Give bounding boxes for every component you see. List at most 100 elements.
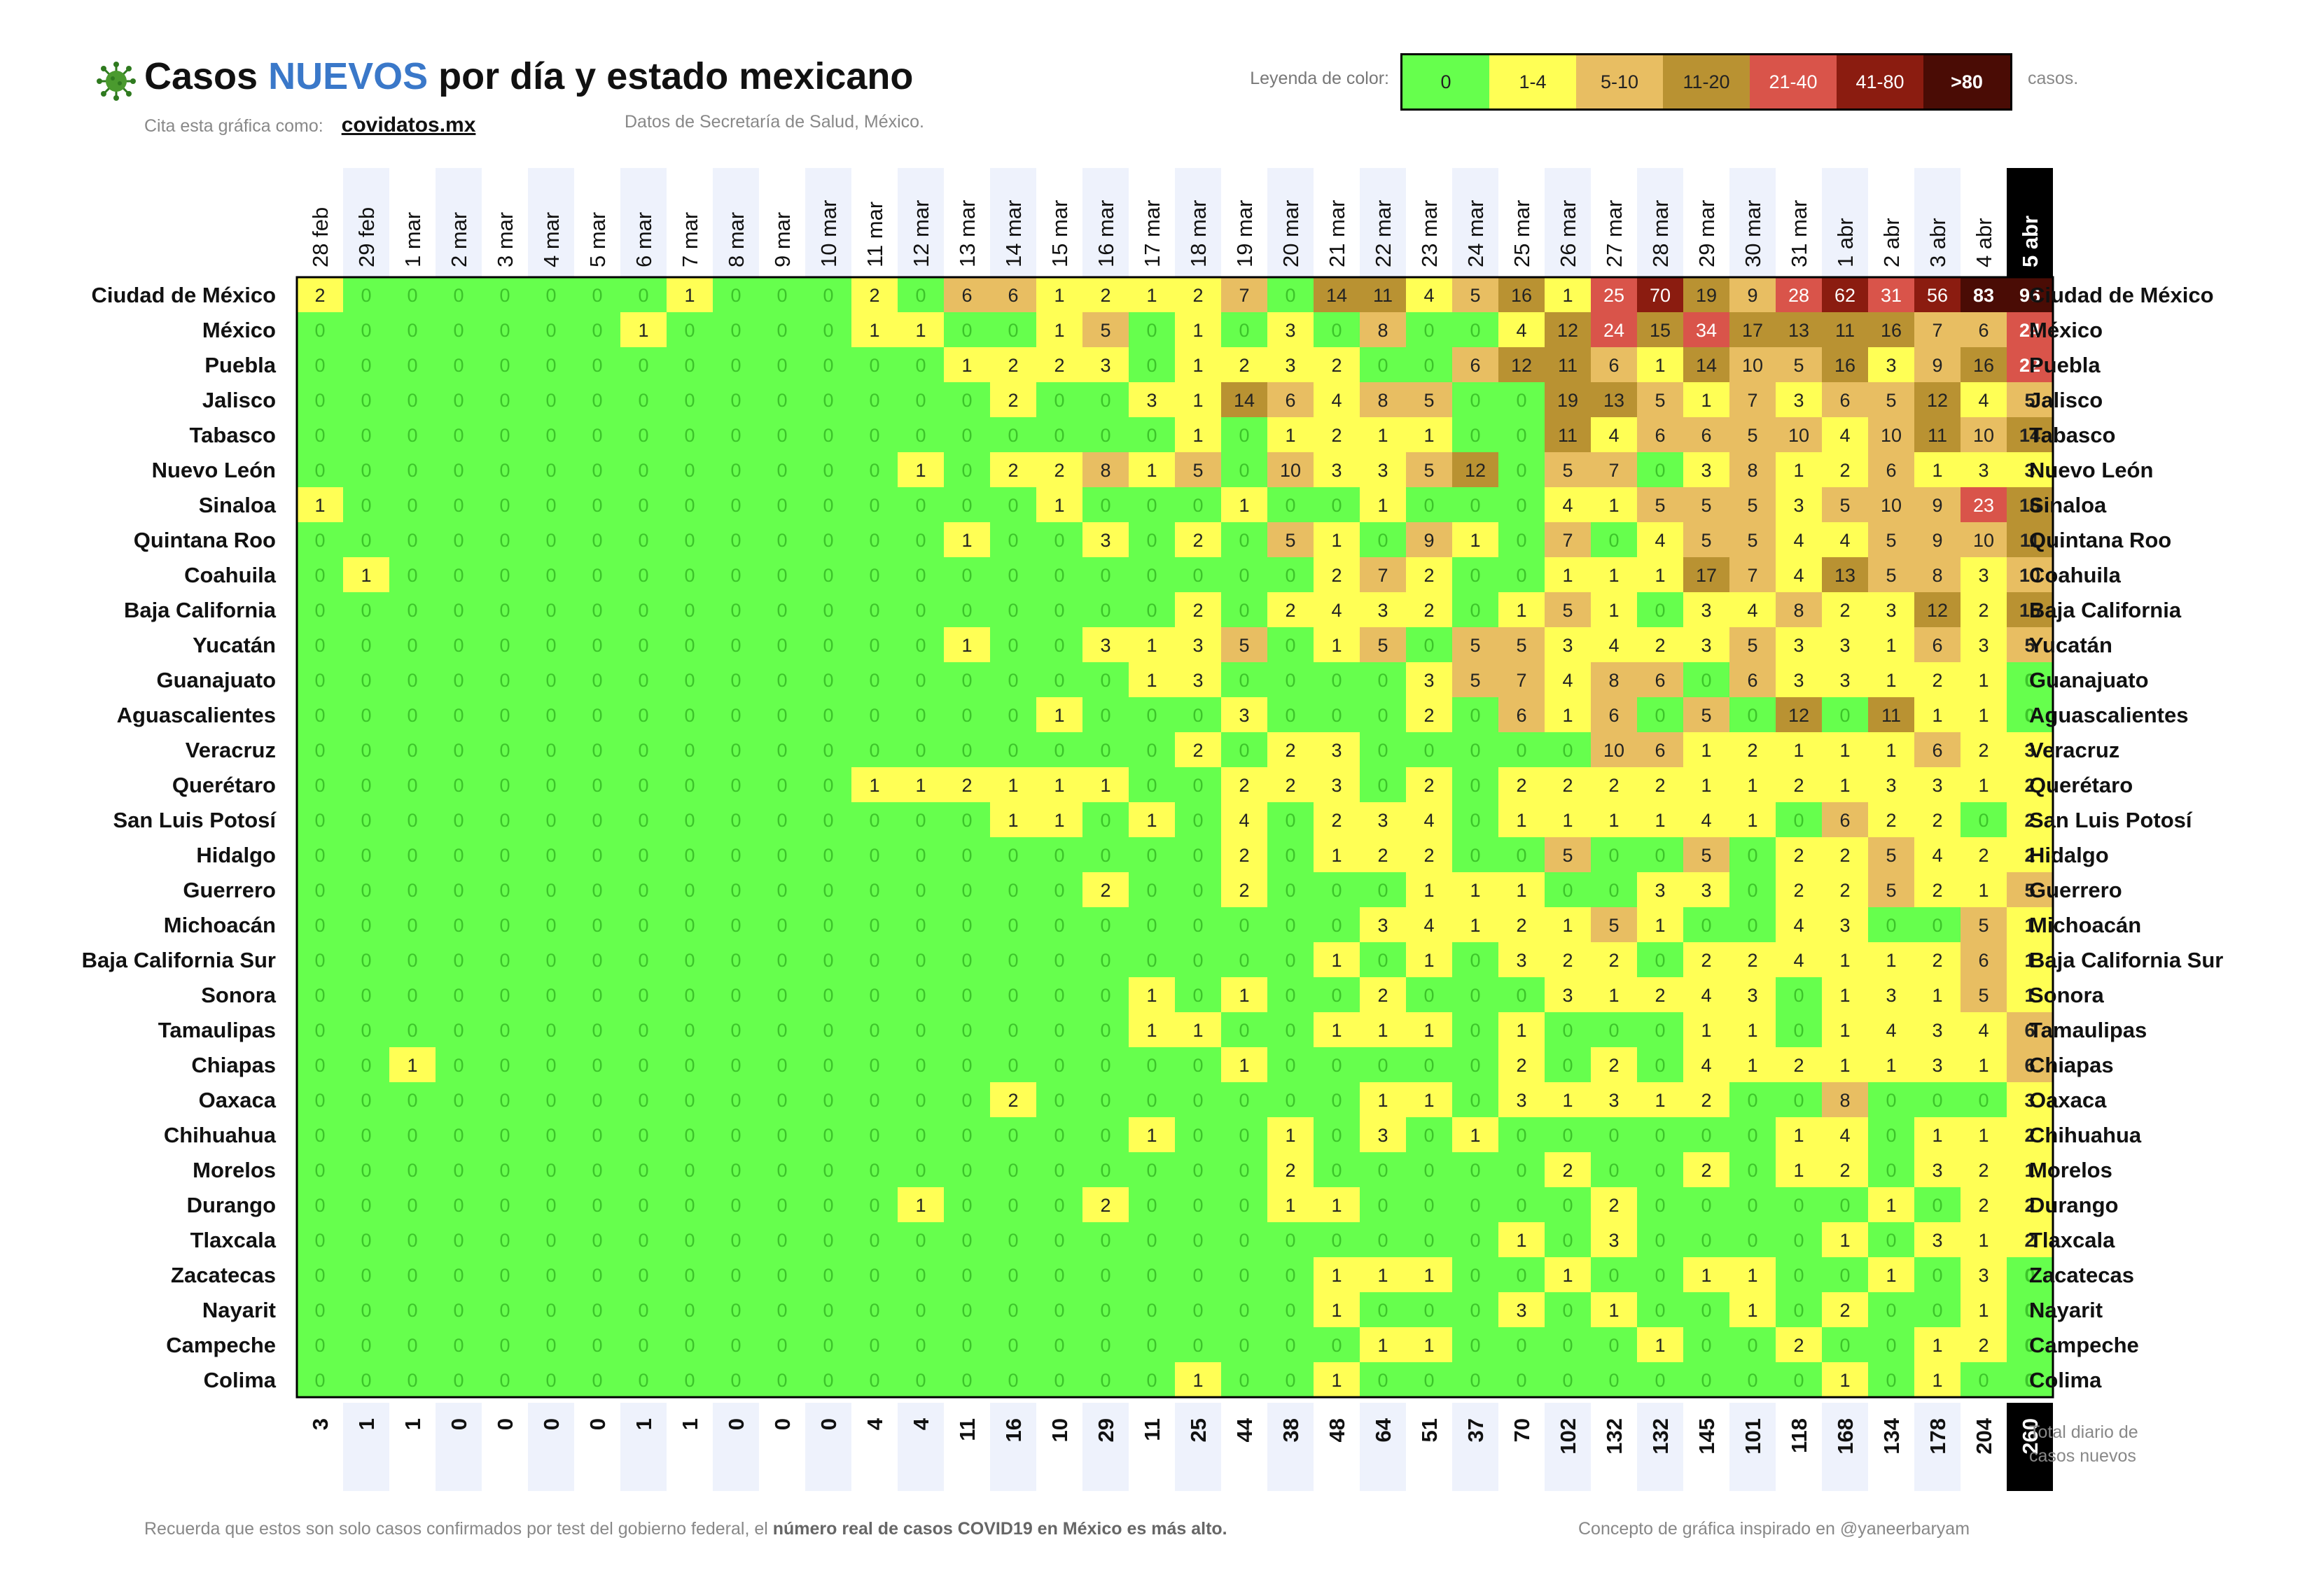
heatmap-cell <box>528 697 574 732</box>
heatmap-cell <box>620 452 667 487</box>
cell-value: 0 <box>453 1020 464 1041</box>
cell-value: 0 <box>684 355 695 376</box>
cell-value: 12 <box>1927 390 1948 411</box>
cell-value: 0 <box>823 495 833 516</box>
cell-value: 0 <box>1470 705 1480 726</box>
cell-value: 0 <box>1192 950 1203 971</box>
daily-total: 0 <box>770 1418 795 1430</box>
heatmap-cell <box>1914 382 1961 417</box>
cell-value: 2 <box>1978 740 1989 761</box>
cell-value: 0 <box>1423 1160 1434 1181</box>
cell-value: 0 <box>777 600 787 621</box>
heatmap-cell <box>1267 487 1314 522</box>
cell-value: 0 <box>1146 495 1157 516</box>
heatmap-cell <box>1776 312 1822 347</box>
heatmap-cell <box>713 697 759 732</box>
cell-value: 1 <box>1839 950 1850 971</box>
cell-value: 0 <box>1377 705 1388 726</box>
cell-value: 1 <box>1192 425 1203 446</box>
cell-value: 4 <box>1608 635 1619 656</box>
cell-value: 0 <box>915 915 926 936</box>
date-label: 20 mar <box>1279 200 1303 267</box>
cell-value: 1 <box>1146 285 1157 306</box>
heatmap-cell <box>389 382 436 417</box>
cell-value: 0 <box>777 390 787 411</box>
cell-value: 0 <box>407 1335 417 1356</box>
cell-value: 1 <box>1100 775 1110 796</box>
cell-value: 0 <box>684 565 695 586</box>
cell-value: 3 <box>1793 495 1804 516</box>
heatmap-cell <box>1914 697 1961 732</box>
cell-value: 0 <box>869 565 879 586</box>
heatmap-cell <box>574 557 620 592</box>
cell-value: 0 <box>1285 1230 1295 1251</box>
date-label: 3 abr <box>1926 218 1950 267</box>
cell-value: 1 <box>869 775 879 796</box>
heatmap-cell <box>1683 697 1729 732</box>
heatmap-cell <box>1683 557 1729 592</box>
cell-value: 0 <box>1377 950 1388 971</box>
cell-value: 0 <box>1285 635 1295 656</box>
heatmap-cell <box>389 452 436 487</box>
total-column-stripe <box>1914 1403 1961 1491</box>
heatmap-cell <box>1729 312 1776 347</box>
cell-value: 1 <box>1562 810 1573 831</box>
heatmap-cell <box>1221 487 1267 522</box>
date-column-stripe <box>1452 168 1498 277</box>
cell-value: 5 <box>1239 635 1249 656</box>
state-label-right: Morelos <box>2029 1158 2112 1182</box>
cell-value: 7 <box>1239 285 1249 306</box>
cell-value: 0 <box>314 1195 325 1216</box>
cell-value: 0 <box>1146 845 1157 866</box>
cell-value: 1 <box>1701 740 1711 761</box>
cite-link[interactable]: covidatos.mx <box>341 113 476 136</box>
state-label-right: Colima <box>2029 1368 2102 1392</box>
heatmap-cell <box>851 522 898 557</box>
cell-value: 10 <box>1881 495 1902 516</box>
heatmap-cell <box>944 347 990 382</box>
cell-value: 1 <box>961 355 972 376</box>
cell-value: 2 <box>1655 635 1665 656</box>
date-label: 24 mar <box>1463 200 1488 267</box>
cell-value: 0 <box>1608 1125 1619 1146</box>
cell-value: 0 <box>823 880 833 901</box>
cell-value: 0 <box>592 670 602 691</box>
cell-value: 0 <box>684 705 695 726</box>
cell-value: 1 <box>1331 845 1342 866</box>
cell-value: 1 <box>1516 1230 1526 1251</box>
heatmap-cell <box>898 557 944 592</box>
cell-value: 0 <box>1239 320 1249 341</box>
cell-value: 0 <box>961 1265 972 1286</box>
date-label: 19 mar <box>1232 200 1257 267</box>
heatmap-cell <box>1591 417 1637 452</box>
heatmap-cell <box>1082 522 1129 557</box>
heatmap-cell <box>343 312 389 347</box>
cell-value: 0 <box>684 1335 695 1356</box>
cell-value: 0 <box>545 635 556 656</box>
cell-value: 0 <box>499 600 510 621</box>
heatmap-cell <box>343 452 389 487</box>
cell-value: 0 <box>1285 1020 1295 1041</box>
cell-value: 4 <box>1978 1020 1989 1041</box>
heatmap-cell <box>1452 627 1498 662</box>
heatmap-cell <box>1591 312 1637 347</box>
cell-value: 0 <box>499 1300 510 1321</box>
cell-value: 0 <box>361 460 371 481</box>
heatmap-cell <box>851 312 898 347</box>
cell-value: 5 <box>1839 495 1850 516</box>
heatmap-cell <box>1822 277 1868 312</box>
heatmap-cell <box>1221 697 1267 732</box>
cell-value: 0 <box>869 740 879 761</box>
cell-value: 0 <box>453 1300 464 1321</box>
cell-value: 1 <box>1423 1020 1434 1041</box>
cell-value: 0 <box>592 320 602 341</box>
state-label-left: Chiapas <box>191 1053 276 1077</box>
heatmap-cell <box>1729 487 1776 522</box>
heatmap-cell <box>1683 487 1729 522</box>
cell-value: 0 <box>1701 1195 1711 1216</box>
cell-value: 0 <box>453 600 464 621</box>
cell-value: 2 <box>1054 355 1064 376</box>
heatmap-cell <box>1406 382 1452 417</box>
cell-value: 0 <box>1192 1195 1203 1216</box>
cell-value: 0 <box>823 530 833 551</box>
